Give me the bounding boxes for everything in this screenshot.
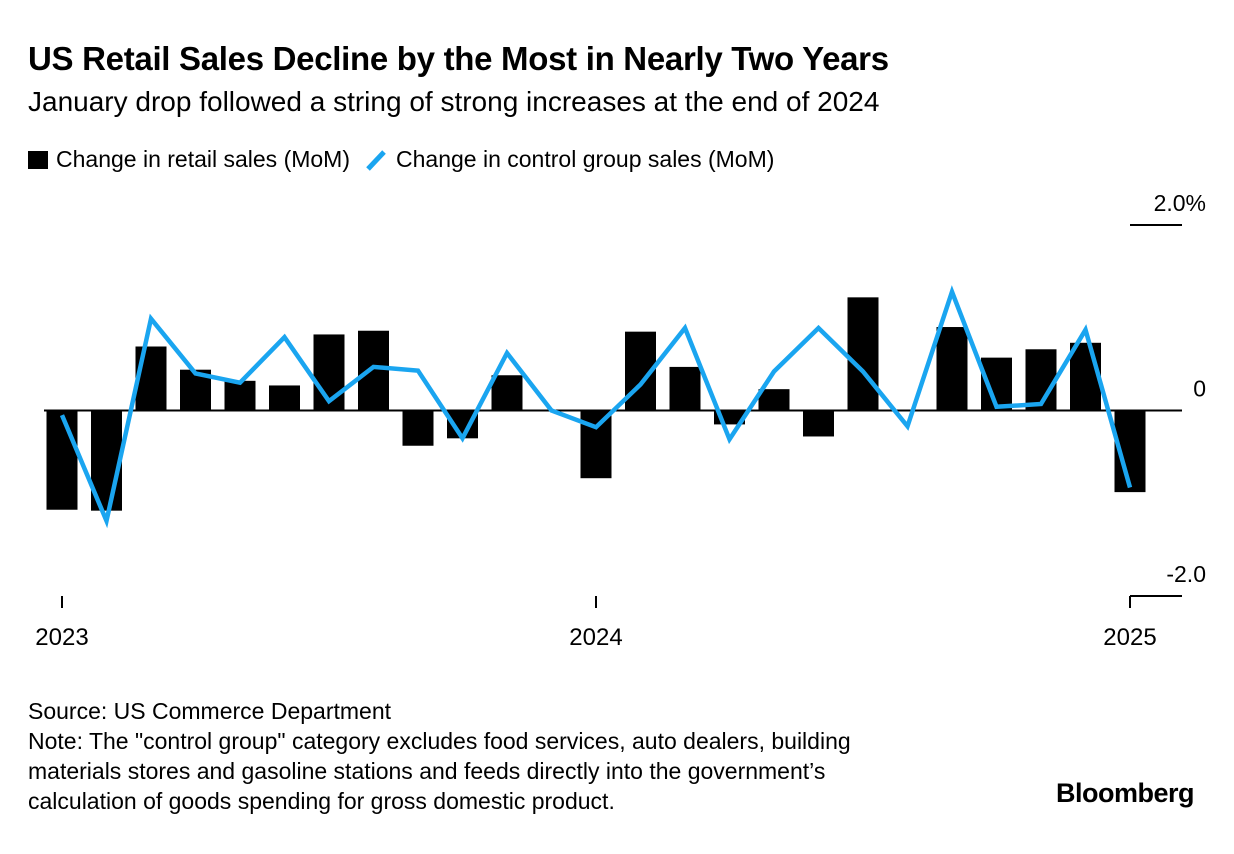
y-tick-label: 0: [1193, 376, 1206, 402]
legend: Change in retail sales (MoM) Change in c…: [28, 146, 788, 173]
x-tick-label: 2024: [569, 624, 622, 651]
note-text: Note: The "control group" category exclu…: [28, 728, 851, 814]
y-tick-label: -2.0: [1166, 561, 1206, 587]
bar-2024-07: [847, 297, 879, 411]
x-tick-label: 2025: [1103, 624, 1156, 651]
bar-2024-03: [669, 366, 701, 411]
chart-footnotes: Source: US Commerce Department Note: The…: [28, 696, 928, 816]
line-swatch-icon: [366, 149, 386, 171]
legend-label-retail-sales: Change in retail sales (MoM): [56, 146, 351, 172]
bar-2024-09: [936, 327, 968, 411]
bar-2023-05: [224, 380, 256, 411]
bar-2023-06: [269, 385, 300, 411]
legend-label-control-group: Change in control group sales (MoM): [396, 146, 775, 172]
bar-swatch-icon: [28, 150, 48, 169]
bloomberg-logo: Bloomberg: [1055, 778, 1195, 808]
bar-2024-12: [1070, 342, 1101, 411]
bar-2023-03: [135, 346, 167, 411]
control-group-line: [59, 285, 1133, 529]
y-tick-label: 2.0%: [1154, 190, 1206, 216]
bar-2023-01: [46, 410, 78, 510]
chart-title: US Retail Sales Decline by the Most in N…: [28, 40, 889, 77]
bar-2023-09: [402, 410, 434, 446]
source-text: Source: US Commerce Department: [28, 698, 392, 724]
chart-subtitle: January drop followed a string of strong…: [28, 86, 880, 117]
bar-2024-05: [758, 389, 790, 411]
x-tick-label: 2023: [35, 624, 88, 651]
legend-item-retail-sales: Change in retail sales (MoM): [28, 146, 350, 173]
legend-item-control-group: Change in control group sales (MoM): [364, 146, 774, 173]
bar-2023-08: [358, 330, 389, 411]
bar-2024-01: [580, 410, 612, 479]
bar-2023-11: [491, 375, 523, 411]
bar-2024-06: [803, 410, 834, 437]
